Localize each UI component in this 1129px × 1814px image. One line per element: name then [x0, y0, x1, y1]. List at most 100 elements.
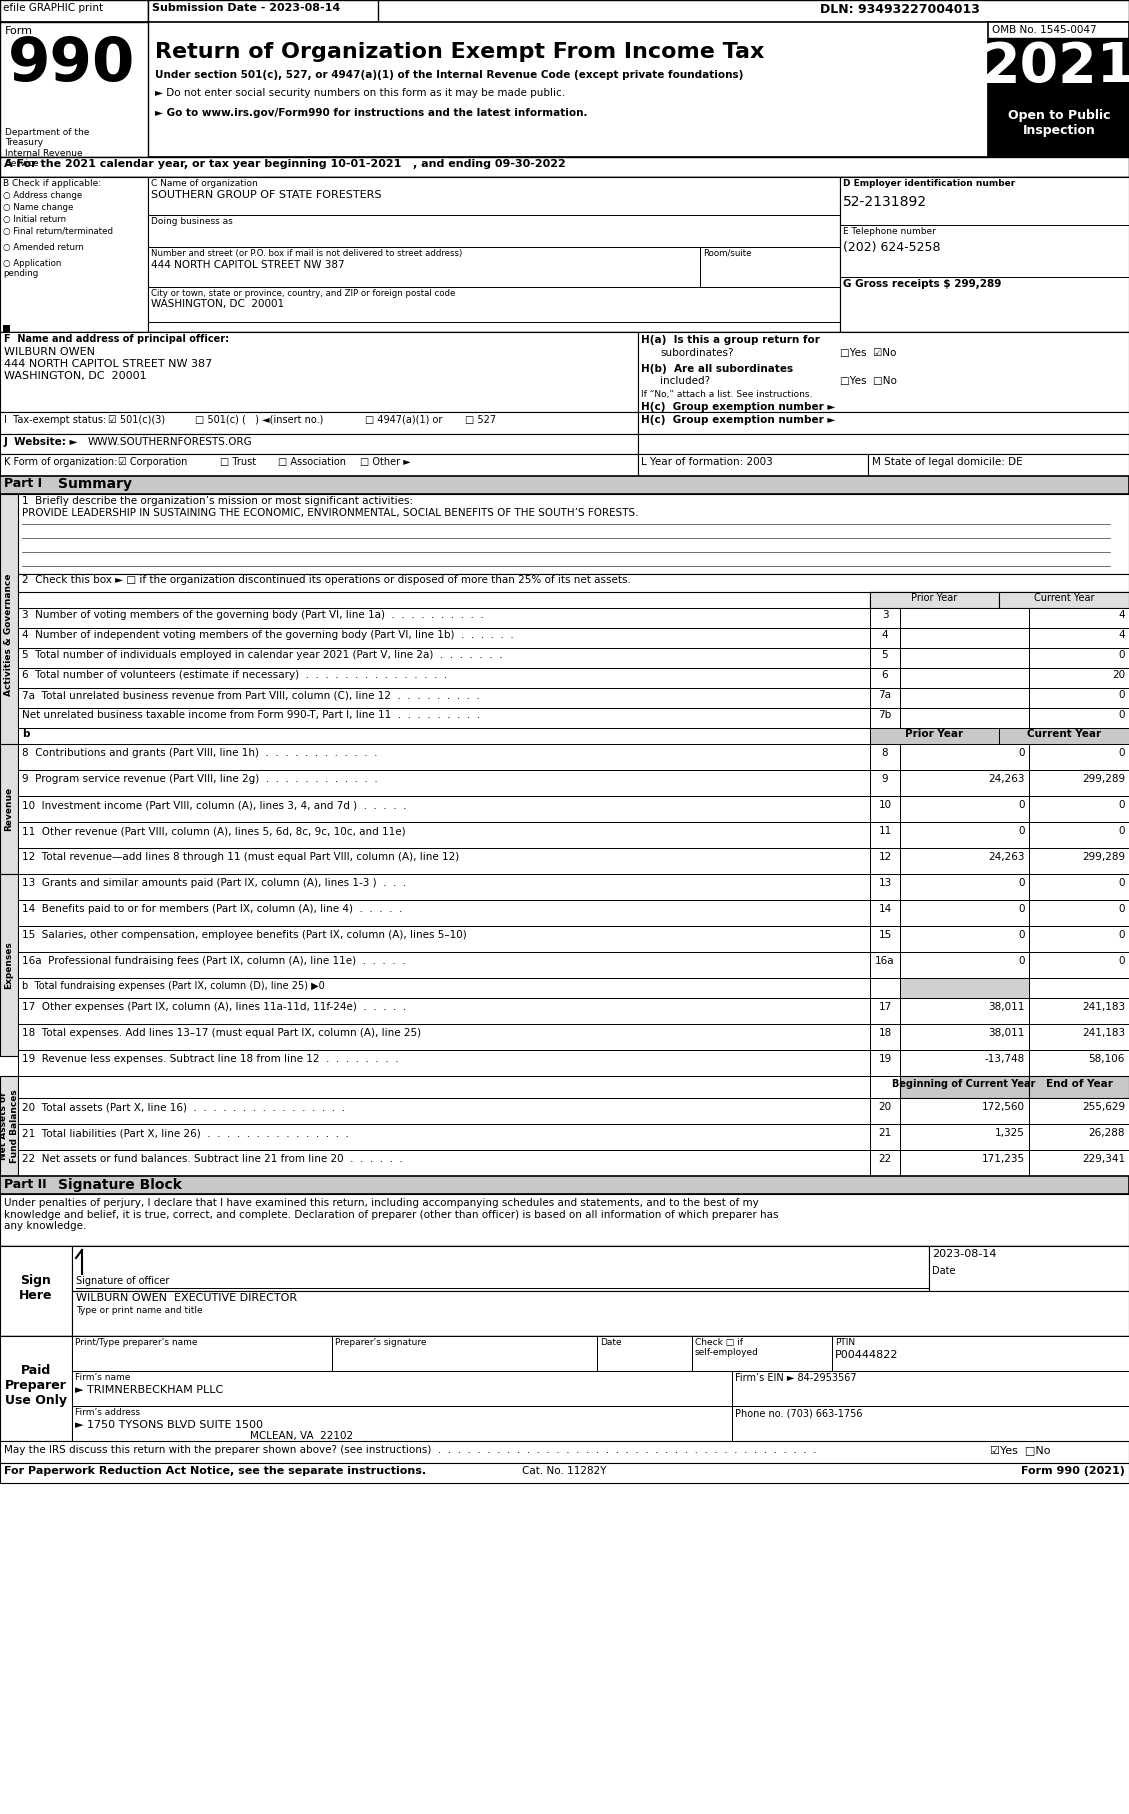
Text: ○ Address change: ○ Address change: [3, 190, 82, 200]
Text: 2  Check this box ► □ if the organization discontinued its operations or dispose: 2 Check this box ► □ if the organization…: [21, 575, 631, 584]
Text: 0: 0: [1119, 878, 1124, 889]
Bar: [0, 434, 638, 454]
Bar: [900, 978, 1029, 998]
Text: F  Name and address of principal officer:: F Name and address of principal officer:: [5, 334, 229, 345]
Text: 18  Total expenses. Add lines 13–17 (must equal Part IX, column (A), line 25): 18 Total expenses. Add lines 13–17 (must…: [21, 1029, 421, 1038]
Text: -13,748: -13,748: [984, 1054, 1025, 1065]
Bar: [18, 900, 870, 925]
Text: Net unrelated business taxable income from Form 990-T, Part I, line 11  .  .  . : Net unrelated business taxable income fr…: [21, 709, 480, 720]
Text: (202) 624-5258: (202) 624-5258: [843, 241, 940, 254]
Text: 444 NORTH CAPITOL STREET NW 387: 444 NORTH CAPITOL STREET NW 387: [5, 359, 212, 368]
Bar: [0, 493, 18, 776]
Bar: [0, 178, 148, 332]
Text: WWW.SOUTHERNFORESTS.ORG: WWW.SOUTHERNFORESTS.ORG: [88, 437, 253, 446]
Bar: [870, 727, 999, 744]
Bar: [988, 105, 1129, 158]
Bar: [0, 158, 1129, 178]
Text: Summary: Summary: [58, 477, 132, 492]
Bar: [900, 707, 1029, 727]
Text: Signature of officer: Signature of officer: [76, 1275, 169, 1286]
Text: 9: 9: [882, 775, 889, 784]
Text: 0: 0: [1018, 878, 1025, 889]
Text: 7b: 7b: [878, 709, 892, 720]
Text: 255,629: 255,629: [1082, 1101, 1124, 1112]
Bar: [870, 707, 900, 727]
Text: Expenses: Expenses: [5, 941, 14, 989]
Bar: [870, 1125, 900, 1150]
Text: □ Other ►: □ Other ►: [360, 457, 411, 466]
Text: □Yes  □No: □Yes □No: [840, 375, 896, 386]
Text: 21  Total liabilities (Part X, line 26)  .  .  .  .  .  .  .  .  .  .  .  .  .  : 21 Total liabilities (Part X, line 26) .…: [21, 1128, 349, 1137]
Bar: [868, 454, 1129, 475]
Text: 38,011: 38,011: [989, 1001, 1025, 1012]
Bar: [0, 1194, 1129, 1246]
Bar: [18, 727, 870, 744]
Text: 0: 0: [1119, 747, 1124, 758]
Bar: [900, 608, 1029, 628]
Bar: [597, 1335, 692, 1371]
Text: Phone no. (703) 663-1756: Phone no. (703) 663-1756: [735, 1408, 863, 1419]
Text: 0: 0: [1018, 800, 1025, 811]
Bar: [1029, 1125, 1129, 1150]
Text: J  Website: ►: J Website: ►: [5, 437, 79, 446]
Bar: [900, 1097, 1029, 1125]
Bar: [638, 434, 1129, 454]
Text: City or town, state or province, country, and ZIP or foreign postal code: City or town, state or province, country…: [151, 288, 455, 297]
Text: Open to Public
Inspection: Open to Public Inspection: [1008, 109, 1110, 138]
Text: Revenue: Revenue: [5, 787, 14, 831]
Text: Sign
Here: Sign Here: [19, 1273, 53, 1302]
Text: included?: included?: [660, 375, 710, 386]
Text: Current Year: Current Year: [1027, 729, 1101, 738]
Text: 17  Other expenses (Part IX, column (A), lines 11a-11d, 11f-24e)  .  .  .  .  .: 17 Other expenses (Part IX, column (A), …: [21, 1001, 406, 1012]
Bar: [870, 978, 900, 998]
Text: 10  Investment income (Part VIII, column (A), lines 3, 4, and 7d )  .  .  .  .  : 10 Investment income (Part VIII, column …: [21, 800, 406, 811]
Text: □Yes  ☑No: □Yes ☑No: [840, 348, 896, 357]
Bar: [0, 0, 148, 22]
Text: ☑ 501(c)(3): ☑ 501(c)(3): [108, 415, 165, 424]
Text: 4: 4: [1119, 610, 1124, 620]
Bar: [870, 900, 900, 925]
Bar: [18, 1150, 870, 1175]
Text: K Form of organization:: K Form of organization:: [5, 457, 117, 466]
Bar: [18, 628, 870, 648]
Text: 14  Benefits paid to or for members (Part IX, column (A), line 4)  .  .  .  .  .: 14 Benefits paid to or for members (Part…: [21, 903, 402, 914]
Bar: [1029, 648, 1129, 668]
Bar: [1029, 998, 1129, 1023]
Text: 6: 6: [882, 669, 889, 680]
Text: Prior Year: Prior Year: [905, 729, 963, 738]
Bar: [18, 1050, 870, 1076]
Bar: [18, 925, 870, 952]
Text: 20: 20: [878, 1101, 892, 1112]
Bar: [900, 1023, 1029, 1050]
Text: Firm’s EIN ► 84-2953567: Firm’s EIN ► 84-2953567: [735, 1373, 857, 1382]
Text: 52-2131892: 52-2131892: [843, 194, 927, 209]
Bar: [870, 688, 900, 707]
Bar: [870, 925, 900, 952]
Text: Beginning of Current Year: Beginning of Current Year: [892, 1079, 1035, 1088]
Bar: [1029, 1097, 1129, 1125]
Text: H(a)  Is this a group return for: H(a) Is this a group return for: [641, 336, 820, 345]
Bar: [870, 998, 900, 1023]
Bar: [870, 847, 900, 874]
Text: b: b: [21, 729, 29, 738]
Bar: [18, 952, 870, 978]
Text: SOUTHERN GROUP OF STATE FORESTERS: SOUTHERN GROUP OF STATE FORESTERS: [151, 190, 382, 200]
Bar: [900, 998, 1029, 1023]
Text: PTIN: PTIN: [835, 1339, 855, 1348]
Text: 38,011: 38,011: [989, 1029, 1025, 1038]
Text: 1,325: 1,325: [995, 1128, 1025, 1137]
Bar: [638, 454, 868, 475]
Bar: [0, 1440, 1129, 1464]
Bar: [900, 847, 1029, 874]
Text: ☑ Corporation: ☑ Corporation: [119, 457, 187, 466]
Text: 2021: 2021: [982, 40, 1129, 94]
Text: I  Tax-exempt status:: I Tax-exempt status:: [5, 415, 106, 424]
Bar: [870, 1076, 900, 1097]
Bar: [0, 493, 1129, 573]
Bar: [0, 0, 1129, 22]
Text: Part I: Part I: [5, 477, 42, 490]
Text: ○ Amended return: ○ Amended return: [3, 243, 84, 252]
Text: Current Year: Current Year: [1034, 593, 1094, 602]
Text: 3: 3: [882, 610, 889, 620]
Text: □ Association: □ Association: [278, 457, 345, 466]
